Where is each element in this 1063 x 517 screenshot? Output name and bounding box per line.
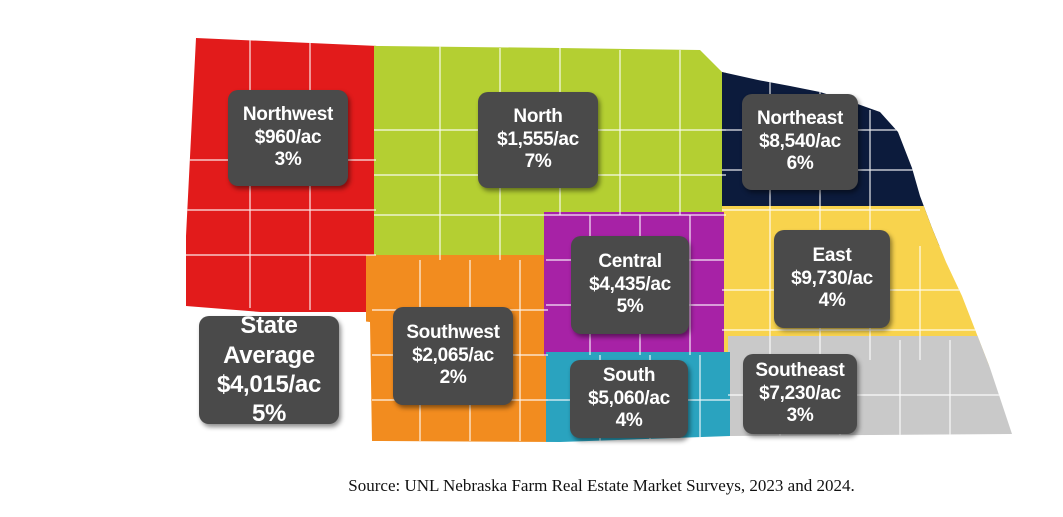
region-change: 2% — [439, 367, 467, 389]
region-value: $9,730/ac — [791, 267, 873, 289]
label-central: Central $4,435/ac 5% — [571, 236, 689, 334]
state-average-name: State Average — [223, 312, 315, 369]
region-value: $4,435/ac — [589, 273, 671, 295]
state-average-value: $4,015/ac — [216, 371, 322, 398]
region-name: Northeast — [757, 108, 843, 130]
region-value: $5,060/ac — [588, 387, 670, 409]
region-name: South — [602, 365, 656, 387]
label-north: North $1,555/ac 7% — [478, 92, 598, 188]
region-name: Northwest — [242, 104, 334, 126]
region-name: Southwest — [406, 322, 500, 344]
region-change: 4% — [818, 290, 846, 312]
region-change: 7% — [524, 151, 552, 173]
label-northwest: Northwest $960/ac 3% — [228, 90, 348, 186]
region-name: Southeast — [755, 360, 845, 382]
label-northeast: Northeast $8,540/ac 6% — [742, 94, 858, 190]
source-note: Source: UNL Nebraska Farm Real Estate Ma… — [348, 476, 855, 495]
region-name: Central — [598, 251, 662, 273]
region-value: $960/ac — [254, 126, 322, 148]
label-southeast: Southeast $7,230/ac 3% — [743, 354, 857, 434]
label-east: East $9,730/ac 4% — [774, 230, 890, 328]
region-value: $2,065/ac — [412, 344, 494, 366]
region-value: $7,230/ac — [759, 382, 841, 404]
region-name: North — [513, 106, 563, 128]
region-name: East — [812, 245, 852, 267]
state-average-change: 5% — [251, 400, 287, 428]
region-change: 6% — [786, 153, 814, 175]
label-state-average: State Average $4,015/ac 5% — [199, 312, 339, 427]
region-change: 5% — [616, 296, 644, 318]
region-change: 3% — [786, 405, 814, 427]
region-change: 4% — [615, 410, 643, 432]
region-value: $1,555/ac — [497, 128, 579, 150]
label-southwest: Southwest $2,065/ac 2% — [393, 307, 513, 405]
region-value: $8,540/ac — [759, 130, 841, 152]
region-change: 3% — [274, 149, 302, 171]
label-south: South $5,060/ac 4% — [570, 360, 688, 438]
